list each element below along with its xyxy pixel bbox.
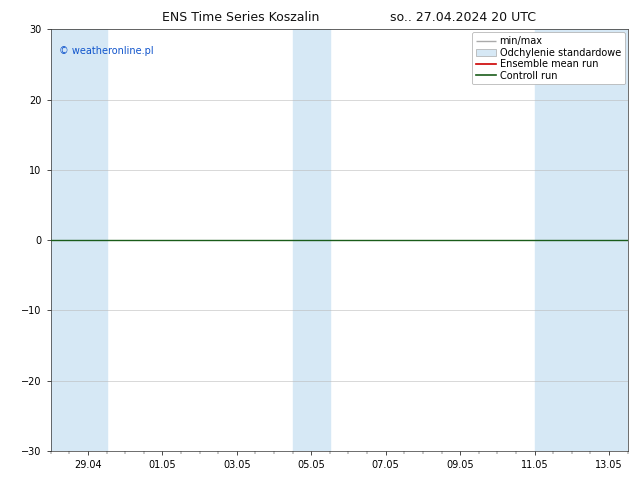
Bar [293, 29, 330, 451]
Bar [51, 29, 107, 451]
Text: ENS Time Series Koszalin: ENS Time Series Koszalin [162, 11, 320, 24]
Legend: min/max, Odchylenie standardowe, Ensemble mean run, Controll run: min/max, Odchylenie standardowe, Ensembl… [472, 32, 624, 84]
Text: © weatheronline.pl: © weatheronline.pl [60, 46, 154, 56]
Text: so.. 27.04.2024 20 UTC: so.. 27.04.2024 20 UTC [390, 11, 536, 24]
Bar [534, 29, 628, 451]
